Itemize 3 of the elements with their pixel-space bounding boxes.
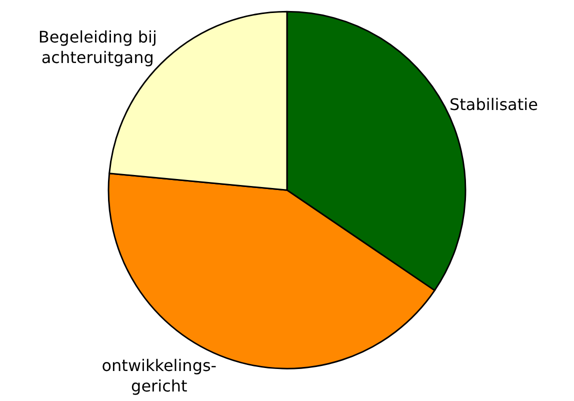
slice-label: ontwikkelings- gericht: [102, 356, 217, 396]
slice-label: Begeleiding bij achteruitgang: [38, 27, 157, 68]
slice-label: Stabilisatie: [449, 95, 538, 114]
